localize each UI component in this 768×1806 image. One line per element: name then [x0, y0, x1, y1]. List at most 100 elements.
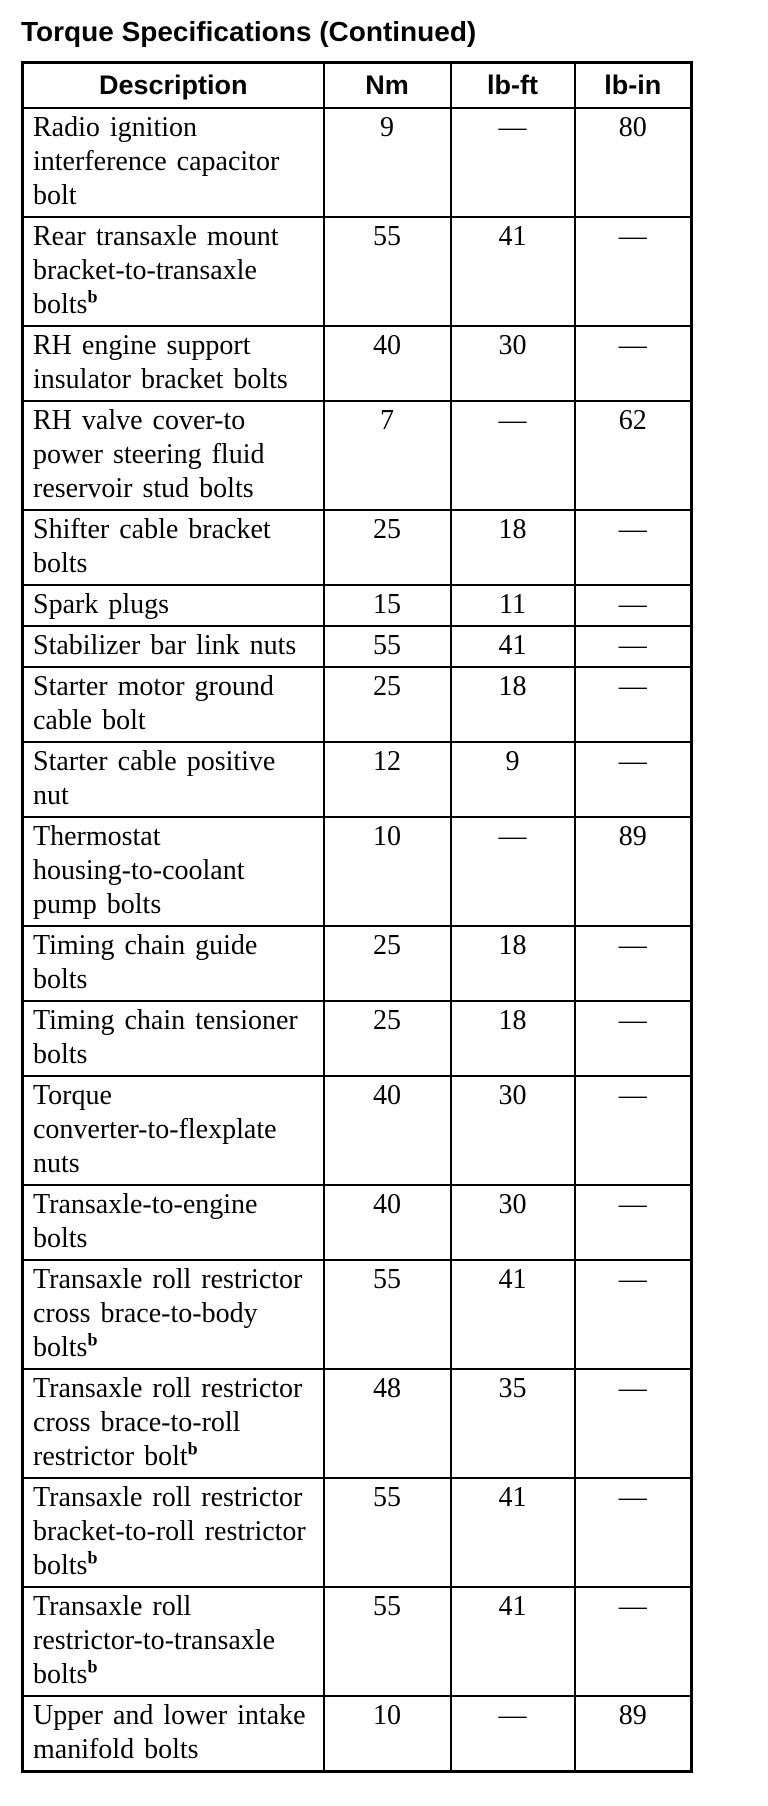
nm-cell: 12: [322, 741, 452, 818]
lb-ft-cell: 18: [449, 509, 576, 586]
description-cell: Shifter cable bracket bolts: [21, 509, 325, 586]
description-cell: Timing chain tensioner bolts: [21, 1000, 325, 1077]
lb-ft-cell: 11: [449, 584, 576, 627]
nm-cell: 48: [322, 1368, 452, 1479]
lb-in-cell: —: [573, 1000, 693, 1077]
table-row: Spark plugs 15 11 —: [21, 584, 693, 627]
nm-cell: 55: [322, 1586, 452, 1697]
lb-ft-cell: —: [449, 400, 576, 511]
lb-in-cell: —: [573, 666, 693, 743]
column-header-nm: Nm: [322, 61, 452, 109]
lb-in-cell: —: [573, 925, 693, 1002]
footnote-marker: b: [187, 1438, 198, 1459]
table-row: Transaxle roll restrictor-to-transaxle bol…: [21, 1586, 693, 1697]
nm-cell: 25: [322, 925, 452, 1002]
table-row: Transaxle-to-engine bolts 40 30 —: [21, 1184, 693, 1261]
footnote-marker: b: [87, 1547, 98, 1568]
description-cell: Starter cable positive nut: [21, 741, 325, 818]
description-cell: Torque converter-to-flexplate nuts: [21, 1075, 325, 1186]
lb-ft-cell: 41: [449, 1477, 576, 1588]
table-row: Timing chain guide bolts 25 18 —: [21, 925, 693, 1002]
description-cell: Thermostat housing-to-coolant pump bolts: [21, 816, 325, 927]
table-row: Upper and lower intake manifold bolts 10 …: [21, 1695, 693, 1773]
footnote-marker: b: [87, 1329, 98, 1350]
description-cell: Stabilizer bar link nuts: [21, 625, 325, 668]
nm-cell: 55: [322, 216, 452, 327]
footnote-marker: b: [87, 286, 98, 307]
lb-in-cell: —: [573, 325, 693, 402]
lb-in-cell: 80: [573, 107, 693, 218]
table-row: Shifter cable bracket bolts 25 18 —: [21, 509, 693, 586]
table-row: Transaxle roll restrictor cross brace-to-…: [21, 1259, 693, 1370]
table-row: Torque converter-to-flexplate nuts 40 30 —: [21, 1075, 693, 1186]
lb-in-cell: —: [573, 741, 693, 818]
lb-ft-cell: 30: [449, 1075, 576, 1186]
table-row: Transaxle roll restrictor cross brace-to-…: [21, 1368, 693, 1479]
description-cell: Transaxle-to-engine bolts: [21, 1184, 325, 1261]
table-row: RH valve cover-to power steering fluid res…: [21, 400, 693, 511]
table-body: Radio ignition interference capacitor bolt…: [21, 107, 693, 1773]
table-row: Rear transaxle mount bracket-to-transaxle…: [21, 216, 693, 327]
nm-cell: 10: [322, 1695, 452, 1773]
column-header-lb-ft: lb-ft: [449, 61, 576, 109]
lb-in-cell: 89: [573, 1695, 693, 1773]
column-header-description: Description: [21, 61, 325, 109]
description-cell: Transaxle roll restrictor cross brace-to-…: [21, 1368, 325, 1479]
lb-ft-cell: —: [449, 816, 576, 927]
description-cell: RH valve cover-to power steering fluid res…: [21, 400, 325, 511]
lb-in-cell: —: [573, 1259, 693, 1370]
footnote-marker: b: [87, 1656, 98, 1677]
lb-in-cell: —: [573, 1184, 693, 1261]
lb-in-cell: —: [573, 1477, 693, 1588]
lb-ft-cell: 30: [449, 1184, 576, 1261]
page-title: Torque Specifications (Continued): [21, 16, 477, 47]
table-row: RH engine support insulator bracket bolts…: [21, 325, 693, 402]
lb-ft-cell: 41: [449, 625, 576, 668]
description-cell: Starter motor ground cable bolt: [21, 666, 325, 743]
lb-ft-cell: —: [449, 1695, 576, 1773]
description-cell: RH engine support insulator bracket bolts: [21, 325, 325, 402]
table-header-row: Description Nm lb-ft lb-in: [21, 61, 693, 109]
lb-in-cell: —: [573, 509, 693, 586]
table-row: Starter cable positive nut 12 9 —: [21, 741, 693, 818]
lb-in-cell: 62: [573, 400, 693, 511]
lb-ft-cell: 41: [449, 1259, 576, 1370]
lb-ft-cell: 41: [449, 216, 576, 327]
lb-in-cell: —: [573, 1586, 693, 1697]
description-cell: Timing chain guide bolts: [21, 925, 325, 1002]
lb-ft-cell: 18: [449, 1000, 576, 1077]
lb-ft-cell: 30: [449, 325, 576, 402]
lb-in-cell: —: [573, 625, 693, 668]
nm-cell: 55: [322, 1259, 452, 1370]
lb-ft-cell: 18: [449, 925, 576, 1002]
lb-ft-cell: 35: [449, 1368, 576, 1479]
lb-in-cell: —: [573, 584, 693, 627]
nm-cell: 25: [322, 666, 452, 743]
lb-in-cell: —: [573, 1368, 693, 1479]
lb-ft-cell: —: [449, 107, 576, 218]
table-row: Thermostat housing-to-coolant pump bolts 1…: [21, 816, 693, 927]
description-cell: Upper and lower intake manifold bolts: [21, 1695, 325, 1773]
nm-cell: 40: [322, 325, 452, 402]
lb-in-cell: 89: [573, 816, 693, 927]
lb-ft-cell: 41: [449, 1586, 576, 1697]
lb-ft-cell: 9: [449, 741, 576, 818]
nm-cell: 40: [322, 1184, 452, 1261]
nm-cell: 55: [322, 1477, 452, 1588]
lb-ft-cell: 18: [449, 666, 576, 743]
table-row: Timing chain tensioner bolts 25 18 —: [21, 1000, 693, 1077]
nm-cell: 25: [322, 1000, 452, 1077]
table-row: Starter motor ground cable bolt 25 18 —: [21, 666, 693, 743]
table-row: Transaxle roll restrictor bracket-to-roll…: [21, 1477, 693, 1588]
nm-cell: 15: [322, 584, 452, 627]
lb-in-cell: —: [573, 216, 693, 327]
description-cell: Spark plugs: [21, 584, 325, 627]
nm-cell: 25: [322, 509, 452, 586]
description-cell: Transaxle roll restrictor bracket-to-roll…: [21, 1477, 325, 1588]
description-cell: Radio ignition interference capacitor bolt: [21, 107, 325, 218]
table-row: Radio ignition interference capacitor bolt…: [21, 107, 693, 218]
nm-cell: 55: [322, 625, 452, 668]
description-cell: Transaxle roll restrictor-to-transaxle bol…: [21, 1586, 325, 1697]
description-cell: Rear transaxle mount bracket-to-transaxle…: [21, 216, 325, 327]
